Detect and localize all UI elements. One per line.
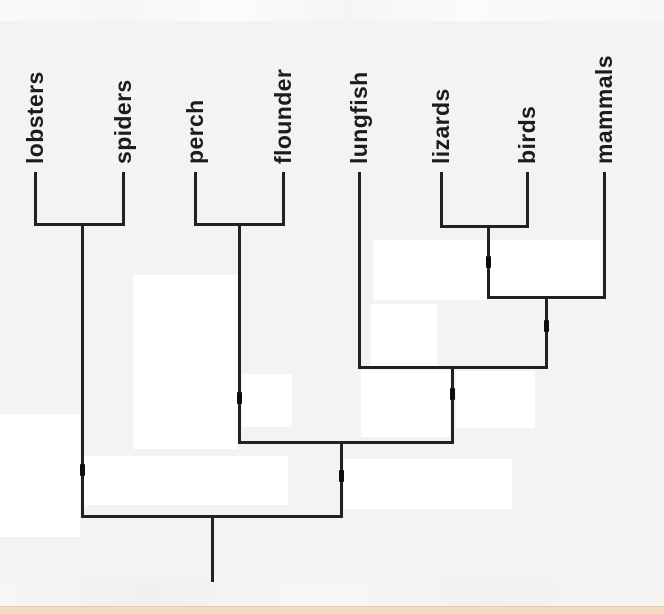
stem-root — [211, 515, 214, 582]
taxon-label-spiders: spiders — [110, 79, 136, 164]
whiteout-patch — [84, 456, 288, 505]
whiteout-patch — [133, 275, 237, 449]
stem-arthropod-clade — [81, 223, 84, 518]
connector-fish-tetrapods — [238, 441, 454, 444]
whiteout-patch — [456, 371, 535, 428]
whiteout-patch — [242, 374, 292, 427]
taxon-label-flounder: flounder — [270, 68, 296, 164]
branch-tip-birds — [526, 172, 529, 228]
character-tick — [544, 320, 549, 332]
whiteout-patch — [371, 304, 437, 366]
connector-lobsters-spiders — [34, 223, 125, 226]
branch-tip-lizards — [440, 172, 443, 228]
photo-bottom-band — [0, 583, 664, 608]
branch-tip-mammals — [603, 172, 606, 299]
stem-lungfish-amniote-clade — [451, 366, 454, 444]
character-tick — [486, 256, 491, 268]
stem-amniote-clade — [545, 296, 548, 369]
taxon-label-lizards: lizards — [428, 88, 454, 164]
branch-tip-perch — [194, 172, 197, 226]
whiteout-patch — [0, 414, 80, 537]
branch-tip-lungfish — [358, 172, 361, 369]
whiteout-patch — [344, 459, 512, 509]
connector-lizards-birds — [440, 225, 529, 228]
photo-bottom-edge — [0, 606, 664, 614]
taxon-label-lobsters: lobsters — [22, 71, 48, 164]
stem-rayfin-clade — [238, 223, 241, 444]
taxon-label-lungfish: lungfish — [346, 71, 372, 164]
character-tick — [237, 392, 242, 404]
taxon-label-birds: birds — [514, 105, 540, 164]
character-tick — [450, 388, 455, 400]
branch-tip-lobsters — [34, 172, 37, 226]
character-tick — [80, 464, 85, 476]
branch-tip-spiders — [122, 172, 125, 226]
branch-tip-flounder — [282, 172, 285, 226]
taxon-label-mammals: mammals — [591, 55, 617, 164]
character-tick — [339, 470, 344, 482]
taxon-label-perch: perch — [182, 99, 208, 164]
photo-top-band — [0, 0, 664, 21]
whiteout-patch — [361, 370, 450, 437]
